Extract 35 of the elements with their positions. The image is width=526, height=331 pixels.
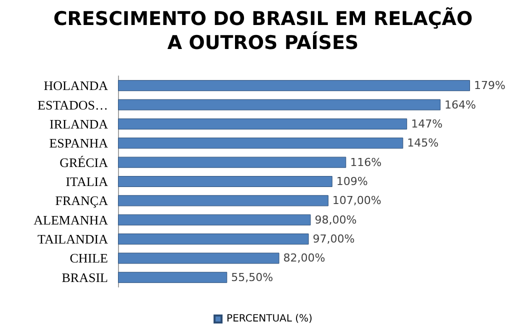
bar [118, 234, 309, 245]
bar [118, 195, 328, 206]
bar [118, 214, 311, 226]
y-tick-label: ESPANHA [49, 136, 109, 151]
data-label: 164% [444, 98, 476, 112]
data-label: 97,00% [312, 232, 355, 246]
bar [118, 272, 228, 283]
y-tick-label: FRANÇA [55, 193, 109, 208]
bar [118, 80, 470, 92]
y-tick-label: ITALIA [66, 174, 109, 189]
bar [118, 99, 441, 110]
data-label: 147% [411, 117, 443, 130]
data-label: 55,50% [231, 270, 274, 284]
data-label: 145% [407, 136, 439, 150]
y-tick-label: GRÉCIA [60, 154, 109, 170]
y-tick-label: IRLANDA [50, 116, 109, 132]
data-label: 82,00% [283, 252, 326, 265]
y-tick-label: ESTADOS… [38, 97, 108, 112]
bar [118, 252, 280, 264]
data-label: 109% [336, 175, 368, 188]
bar [118, 176, 332, 187]
data-label: 116% [350, 156, 382, 169]
data-label: 98,00% [314, 213, 357, 226]
y-tick-label: BRASIL [62, 270, 108, 285]
bar [118, 118, 408, 130]
y-tick-label: HOLANDA [44, 78, 109, 94]
y-tick-label: ALEMANHA [34, 212, 109, 228]
y-tick-label: TAILANDIA [38, 232, 109, 247]
chart-title: CRESCIMENTO DO BRASIL EM RELAÇÃO A OUTROS PAÍSES [53, 7, 473, 54]
data-label: 107,00% [332, 194, 382, 208]
data-label: 179% [474, 79, 506, 92]
bar [118, 138, 404, 149]
y-tick-label: CHILE [70, 250, 108, 266]
legend-label: PERCENTUAL (%) [226, 314, 313, 324]
bar [118, 156, 346, 168]
